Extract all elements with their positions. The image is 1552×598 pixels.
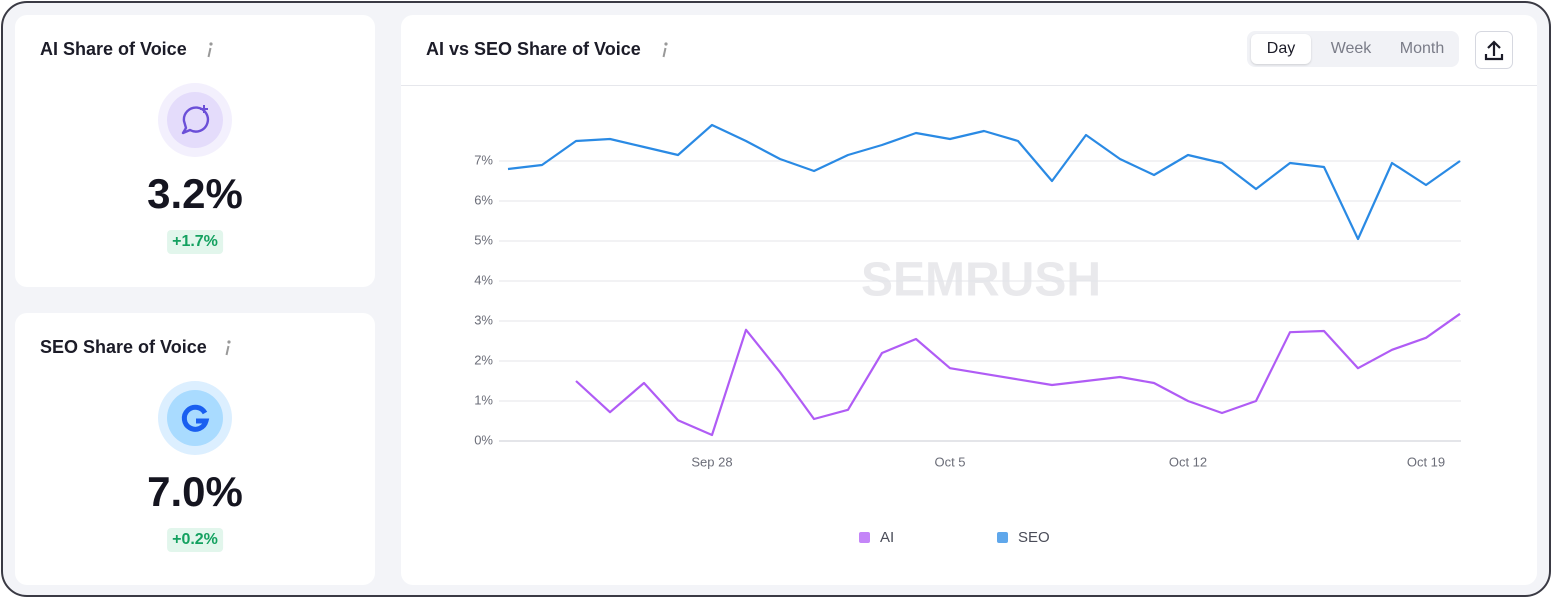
ai-change: +1.7% [167,230,223,254]
period-toggle: Day Week Month [1247,31,1459,67]
card-title: AI Share of Voice [40,39,187,59]
day-button[interactable]: Day [1251,34,1311,64]
google-icon [158,381,232,455]
legend-swatch [997,532,1008,543]
info-icon [225,340,231,356]
ai-value: 3.2% [147,170,243,217]
x-tick-label: Oct 19 [1407,454,1445,469]
month-button[interactable]: Month [1399,40,1445,57]
ai-icon [158,83,232,157]
card-title: SEO Share of Voice [40,337,207,357]
export-button[interactable] [1475,31,1513,69]
legend-label: AI [880,529,894,546]
y-tick-label: 4% [474,272,493,287]
y-tick-label: 3% [474,312,493,327]
y-tick-label: 1% [474,392,493,407]
divider [401,85,1537,86]
info-icon [662,42,668,58]
legend-label: SEO [1018,529,1050,546]
week-button[interactable]: Week [1330,40,1372,57]
series-line [507,123,1461,241]
legend-swatch [859,532,870,543]
watermark: SEMRUSH [861,254,1101,307]
y-tick-label: 7% [474,152,493,167]
y-tick-label: 6% [474,192,493,207]
seo-change: +0.2% [167,528,223,552]
series-line [575,312,1461,437]
y-tick-label: 5% [474,232,493,247]
y-tick-label: 2% [474,352,493,367]
y-tick-label: 0% [474,432,493,447]
ai-card: AI Share of Voice 3.2% +1.7% [15,15,375,287]
info-icon [207,42,213,58]
x-tick-label: Sep 28 [691,454,732,469]
chart-card: AI vs SEO Share of Voice Day Week Month [401,15,1537,585]
chart-title: AI vs SEO Share of Voice [426,39,641,59]
x-tick-label: Oct 5 [934,454,965,469]
seo-value: 7.0% [147,468,243,515]
x-tick-label: Oct 12 [1169,454,1207,469]
seo-card: SEO Share of Voice 7.0% +0.2% [15,313,375,585]
